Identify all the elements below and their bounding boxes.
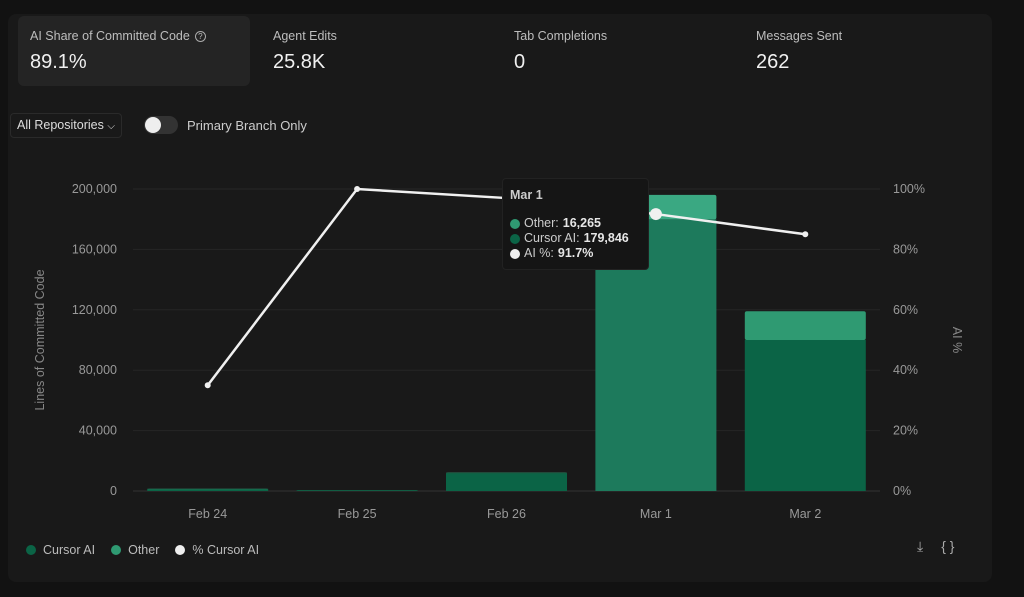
bar-cursor-ai xyxy=(147,489,269,491)
legend-label: % Cursor AI xyxy=(192,543,260,557)
repository-label: All Repositories xyxy=(17,118,104,132)
tooltip-cursor-value: 179,846 xyxy=(583,231,629,245)
tooltip-other-value: 16,265 xyxy=(562,216,601,230)
y2-tick-label: 0% xyxy=(893,484,911,498)
chart-tooltip: Mar 1 Other: 16,265 Cursor AI: 179,846 AI … xyxy=(502,178,649,270)
legend-other[interactable]: Other xyxy=(111,543,159,557)
stat-tab-completions[interactable]: Tab Completions 0 xyxy=(502,16,619,86)
x-tick-label: Mar 2 xyxy=(789,507,821,521)
stat-value: 89.1% xyxy=(30,51,87,73)
y2-tick-label: 60% xyxy=(893,303,918,317)
cursor-dot-icon xyxy=(510,233,520,244)
x-tick-label: Feb 25 xyxy=(338,507,377,521)
question-circle-icon[interactable]: ? xyxy=(194,31,206,42)
legend-dot-icon xyxy=(111,545,122,555)
x-tick-label: Feb 26 xyxy=(487,507,526,521)
x-tick-label: Feb 24 xyxy=(188,507,227,521)
bar-cursor-ai xyxy=(296,490,418,491)
y-axis-label: Lines of Committed Code xyxy=(33,269,47,410)
legend-pct-cursor-ai[interactable]: % Cursor AI xyxy=(175,543,259,557)
legend-dot-icon xyxy=(26,545,36,555)
stat-label: Messages Sent xyxy=(756,29,843,43)
tooltip-title: Mar 1 xyxy=(510,188,543,202)
download-icon[interactable]: ⤓ xyxy=(917,538,924,554)
tooltip-other-label: Other: xyxy=(524,216,559,230)
stat-agent-edits[interactable]: Agent Edits 25.8K xyxy=(261,16,349,86)
json-braces-icon[interactable]: { } xyxy=(941,538,955,554)
bar-other xyxy=(446,472,567,474)
legend-dot-icon xyxy=(175,545,186,555)
chart-legend: Cursor AI Other % Cursor AI xyxy=(26,543,259,557)
stat-messages-sent[interactable]: Messages Sent 262 xyxy=(744,16,854,86)
legend-cursor-ai[interactable]: Cursor AI xyxy=(26,543,95,557)
y-tick-label: 120,000 xyxy=(72,303,117,317)
stat-value: 0 xyxy=(514,51,526,73)
other-dot-icon xyxy=(510,218,520,229)
stat-value: 25.8K xyxy=(273,51,326,73)
y2-axis-label: AI % xyxy=(950,327,964,353)
y-tick-label: 0 xyxy=(110,484,117,498)
y2-tick-label: 40% xyxy=(893,363,918,377)
toggle-knob xyxy=(145,117,161,133)
y-tick-label: 80,000 xyxy=(79,363,117,377)
bar-other xyxy=(744,311,866,340)
y-tick-label: 200,000 xyxy=(72,182,117,196)
tooltip-cursor-label: Cursor AI: xyxy=(524,231,580,245)
pct-point xyxy=(204,382,211,389)
primary-branch-label: Primary Branch Only xyxy=(187,118,307,133)
x-tick-label: Mar 1 xyxy=(640,507,672,521)
pct-dot-icon xyxy=(510,248,520,259)
pct-point xyxy=(354,186,361,192)
y-tick-label: 160,000 xyxy=(72,242,117,256)
stat-label: Tab Completions xyxy=(514,29,608,43)
bar-cursor-ai xyxy=(446,473,567,491)
stat-ai-share[interactable]: AI Share of Committed Code? 89.1% xyxy=(18,16,250,86)
y-tick-label: 40,000 xyxy=(79,424,117,438)
legend-label: Cursor AI xyxy=(43,543,96,557)
repository-dropdown[interactable]: All Repositories ⌵ xyxy=(10,113,122,138)
stat-label: Agent Edits xyxy=(273,29,337,43)
pct-point xyxy=(802,231,809,238)
y2-tick-label: 20% xyxy=(893,424,918,438)
stat-value: 262 xyxy=(756,51,790,73)
y2-tick-label: 100% xyxy=(893,182,925,196)
stat-label: AI Share of Committed Code xyxy=(30,29,190,43)
pct-point xyxy=(649,208,662,221)
legend-label: Other xyxy=(128,543,160,557)
tooltip-pct-value: 91.7% xyxy=(557,246,594,260)
chevron-down-icon: ⌵ xyxy=(107,121,115,132)
primary-branch-toggle[interactable] xyxy=(144,116,178,134)
bar-cursor-ai xyxy=(744,340,866,491)
y2-tick-label: 80% xyxy=(893,242,918,256)
tooltip-pct-label: AI %: xyxy=(524,246,554,260)
